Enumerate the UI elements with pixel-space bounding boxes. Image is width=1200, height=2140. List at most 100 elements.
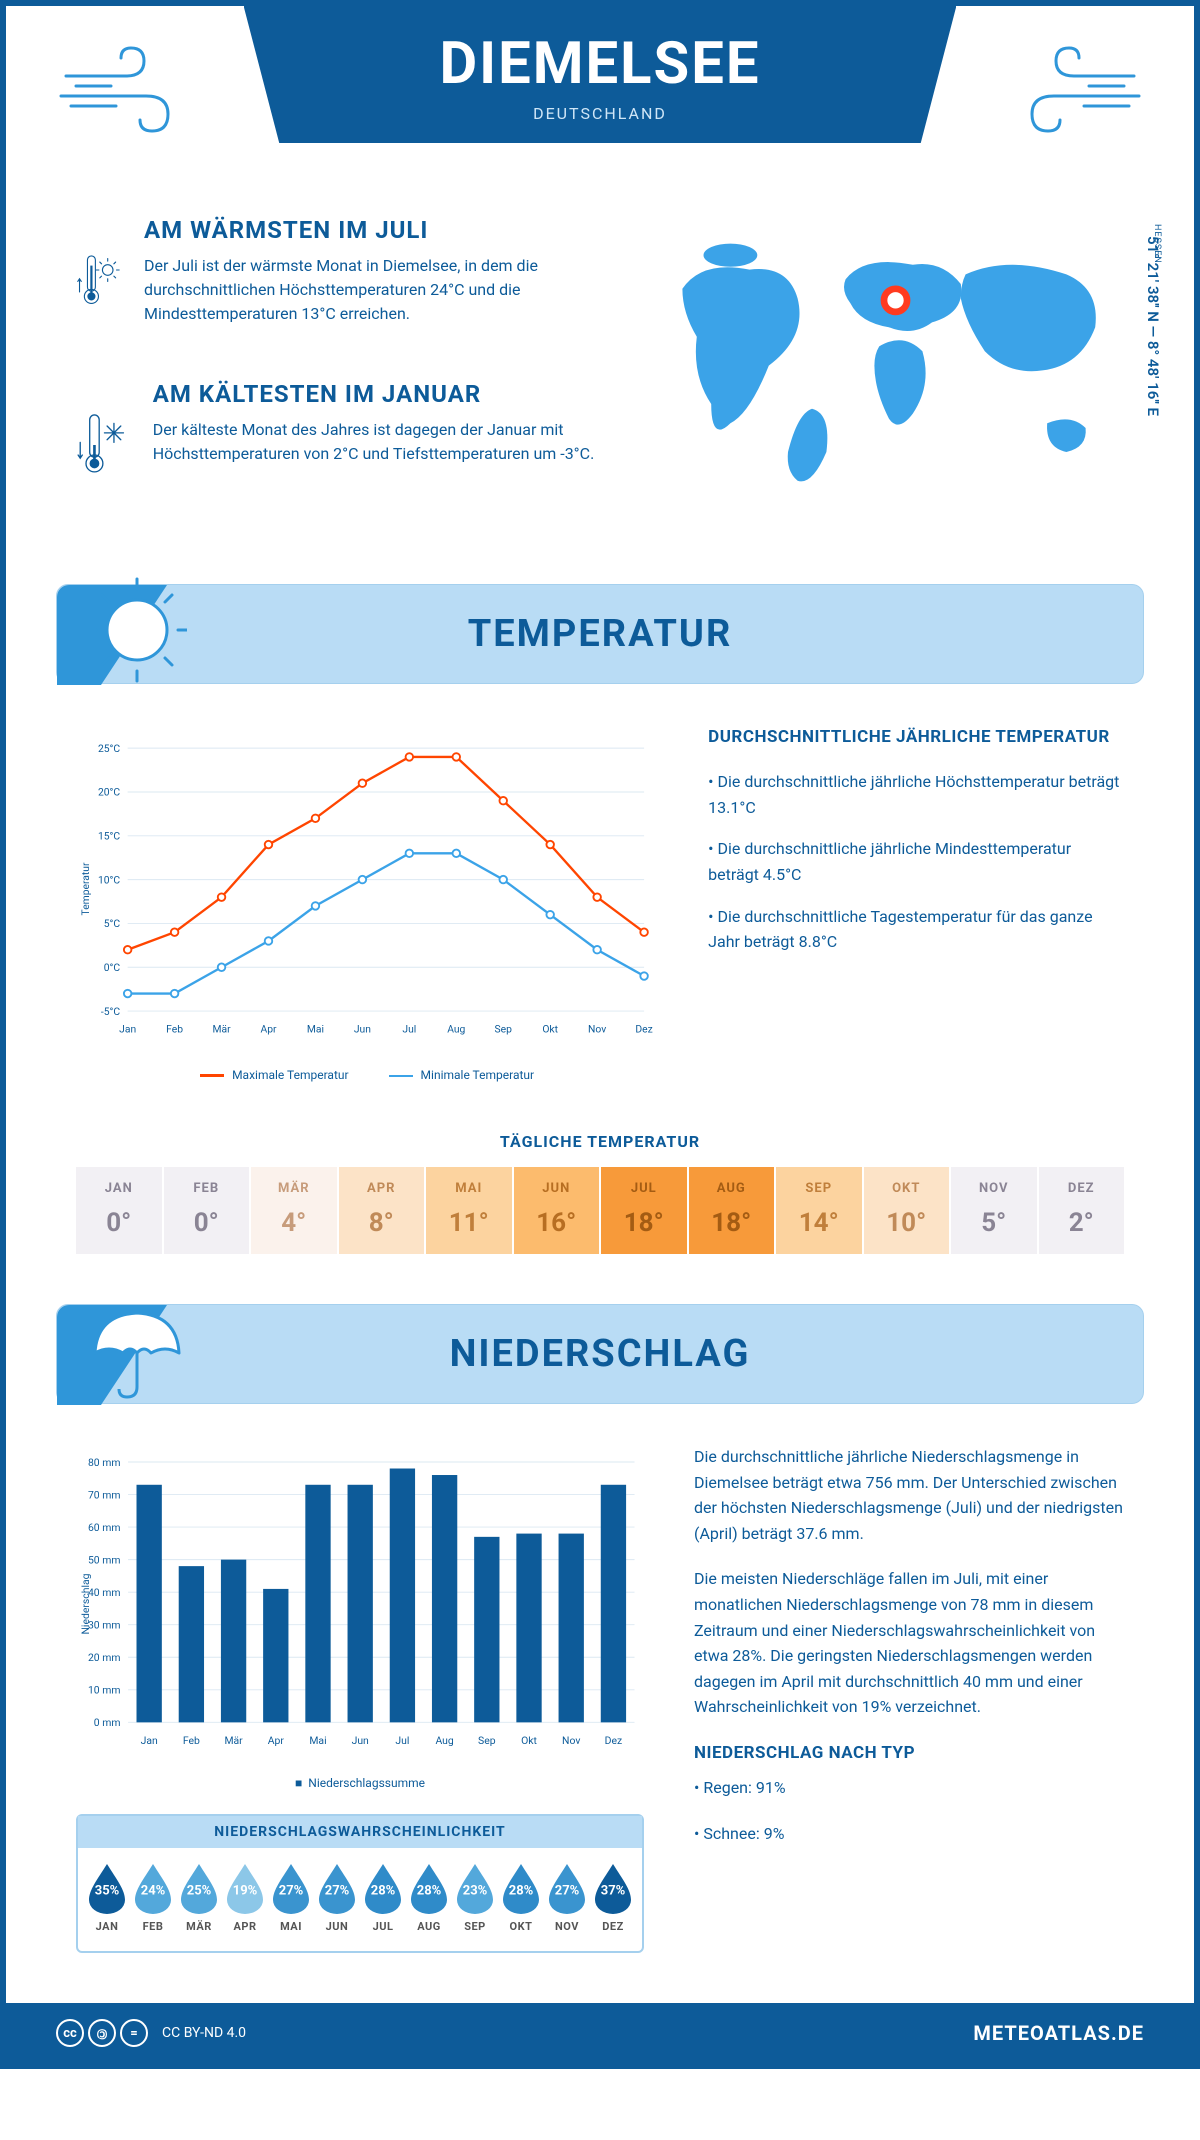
precip-para-1: Die durchschnittliche jährliche Niedersc… — [694, 1444, 1124, 1546]
temp-bullet-1: • Die durchschnittliche jährliche Höchst… — [708, 769, 1124, 820]
thermometer-hot-icon — [76, 216, 120, 346]
precipitation-chart: 0 mm10 mm20 mm30 mm40 mm50 mm60 mm70 mm8… — [76, 1444, 644, 1953]
daily-cell: MAI11° — [426, 1167, 514, 1254]
svg-text:Jan: Jan — [141, 1734, 158, 1747]
prob-drop: 28%OKT — [500, 1862, 542, 1933]
daily-cell: DEZ2° — [1039, 1167, 1125, 1254]
prob-drop: 27%NOV — [546, 1862, 588, 1933]
header: DIEMELSEE DEUTSCHLAND — [6, 6, 1194, 206]
sun-icon — [87, 575, 187, 685]
prob-drop: 24%FEB — [132, 1862, 174, 1933]
prob-drops-row: 35%JAN24%FEB25%MÄR19%APR27%MAI27%JUN28%J… — [78, 1848, 642, 1941]
title-banner: DIEMELSEE DEUTSCHLAND — [244, 6, 957, 143]
svg-text:Temperatur: Temperatur — [79, 862, 92, 915]
daily-temp-title: TÄGLICHE TEMPERATUR — [6, 1132, 1194, 1151]
svg-text:30 mm: 30 mm — [88, 1618, 121, 1631]
warmest-fact: AM WÄRMSTEN IM JULI Der Juli ist der wär… — [76, 216, 604, 346]
prob-title: NIEDERSCHLAGSWAHRSCHEINLICHKEIT — [78, 1816, 642, 1848]
svg-text:20°C: 20°C — [98, 786, 120, 799]
svg-text:60 mm: 60 mm — [88, 1521, 121, 1534]
daily-cell: OKT10° — [864, 1167, 952, 1254]
precipitation-block: 0 mm10 mm20 mm30 mm40 mm50 mm60 mm70 mm8… — [6, 1444, 1194, 1973]
warmest-text: Der Juli ist der wärmste Monat in Diemel… — [144, 254, 604, 326]
svg-text:0°C: 0°C — [104, 961, 121, 974]
section-title-precip: NIEDERSCHLAG — [57, 1332, 1143, 1376]
thermometer-cold-icon — [76, 380, 129, 510]
coords-label: 51° 21' 38'' N — 8° 48' 16'' E — [1144, 236, 1162, 416]
precip-type-snow: • Schnee: 9% — [694, 1821, 1124, 1847]
precip-probability-box: NIEDERSCHLAGSWAHRSCHEINLICHKEIT 35%JAN24… — [76, 1814, 644, 1953]
prob-drop: 35%JAN — [86, 1862, 128, 1933]
svg-text:Nov: Nov — [562, 1734, 580, 1747]
facts-column: AM WÄRMSTEN IM JULI Der Juli ist der wär… — [76, 216, 604, 544]
svg-text:Mär: Mär — [224, 1734, 243, 1747]
section-temperature: TEMPERATUR — [56, 584, 1144, 684]
coldest-text: Der kälteste Monat des Jahres ist dagege… — [153, 418, 604, 466]
svg-text:Apr: Apr — [268, 1734, 285, 1747]
svg-text:Jan: Jan — [119, 1023, 136, 1036]
coldest-fact: AM KÄLTESTEN IM JANUAR Der kälteste Mona… — [76, 380, 604, 510]
warmest-title: AM WÄRMSTEN IM JULI — [144, 216, 604, 244]
precipitation-summary: Die durchschnittliche jährliche Niedersc… — [694, 1444, 1124, 1953]
svg-text:70 mm: 70 mm — [88, 1488, 121, 1501]
svg-text:80 mm: 80 mm — [88, 1456, 121, 1469]
prob-drop: 19%APR — [224, 1862, 266, 1933]
svg-text:5°C: 5°C — [104, 917, 121, 930]
infographic-page: DIEMELSEE DEUTSCHLAND — [0, 0, 1200, 2069]
coldest-title: AM KÄLTESTEN IM JANUAR — [153, 380, 604, 408]
intro-section: AM WÄRMSTEN IM JULI Der Juli ist der wär… — [6, 206, 1194, 584]
svg-text:20 mm: 20 mm — [88, 1651, 121, 1664]
prob-drop: 28%JUL — [362, 1862, 404, 1933]
temp-bullet-2: • Die durchschnittliche jährliche Mindes… — [708, 836, 1124, 887]
svg-text:40 mm: 40 mm — [88, 1586, 121, 1599]
svg-text:-5°C: -5°C — [101, 1005, 120, 1018]
svg-text:Sep: Sep — [495, 1023, 513, 1036]
prob-drop: 27%JUN — [316, 1862, 358, 1933]
temp-legend: Maximale Temperatur Minimale Temperatur — [76, 1068, 658, 1082]
precip-para-2: Die meisten Niederschläge fallen im Juli… — [694, 1566, 1124, 1720]
svg-text:Aug: Aug — [447, 1023, 465, 1036]
prob-drop: 27%MAI — [270, 1862, 312, 1933]
daily-cell: MÄR4° — [251, 1167, 339, 1254]
svg-text:0 mm: 0 mm — [94, 1716, 121, 1729]
country-label: DEUTSCHLAND — [244, 104, 957, 123]
daily-cell: JAN0° — [76, 1167, 164, 1254]
temp-bullet-3: • Die durchschnittliche Tagestemperatur … — [708, 904, 1124, 955]
svg-text:Feb: Feb — [183, 1734, 200, 1747]
svg-text:Okt: Okt — [542, 1023, 558, 1036]
precip-type-heading: NIEDERSCHLAG NACH TYP — [694, 1740, 1124, 1767]
precip-type-rain: • Regen: 91% — [694, 1775, 1124, 1801]
svg-text:Sep: Sep — [478, 1734, 496, 1747]
cc-icon: cc🄯= — [56, 2019, 148, 2047]
daily-cell: FEB0° — [164, 1167, 252, 1254]
svg-text:Jun: Jun — [352, 1734, 369, 1747]
legend-min: Minimale Temperatur — [389, 1068, 535, 1082]
svg-text:Niederschlag: Niederschlag — [79, 1573, 92, 1634]
svg-text:Jul: Jul — [402, 1023, 416, 1036]
umbrella-icon — [87, 1295, 187, 1405]
precip-legend: Niederschlagssumme — [76, 1776, 644, 1790]
svg-text:Nov: Nov — [588, 1023, 606, 1036]
daily-temp-strip: JAN0°FEB0°MÄR4°APR8°MAI11°JUN16°JUL18°AU… — [76, 1167, 1124, 1254]
legend-max: Maximale Temperatur — [200, 1068, 348, 1082]
wind-icon — [56, 36, 196, 146]
daily-cell: AUG18° — [689, 1167, 777, 1254]
daily-cell: APR8° — [339, 1167, 427, 1254]
svg-text:25°C: 25°C — [98, 742, 120, 755]
svg-text:Dez: Dez — [605, 1734, 623, 1747]
svg-text:Aug: Aug — [435, 1734, 453, 1747]
svg-text:Dez: Dez — [635, 1023, 652, 1036]
site-name: METEOATLAS.DE — [973, 2021, 1144, 2045]
svg-text:Jun: Jun — [354, 1023, 371, 1036]
svg-text:Mär: Mär — [212, 1023, 231, 1036]
wind-icon — [1004, 36, 1144, 146]
daily-cell: NOV5° — [951, 1167, 1039, 1254]
section-precipitation: NIEDERSCHLAG — [56, 1304, 1144, 1404]
world-map-icon — [644, 216, 1124, 496]
svg-text:10°C: 10°C — [98, 873, 120, 886]
footer: cc🄯= CC BY-ND 4.0 METEOATLAS.DE — [6, 2003, 1194, 2063]
svg-text:Jul: Jul — [395, 1734, 409, 1747]
daily-cell: SEP14° — [776, 1167, 864, 1254]
svg-text:Feb: Feb — [166, 1023, 183, 1036]
svg-text:Okt: Okt — [521, 1734, 537, 1747]
